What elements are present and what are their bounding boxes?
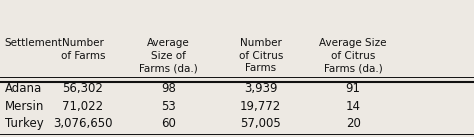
Text: 98: 98 bbox=[161, 82, 176, 95]
Text: Number
of Farms: Number of Farms bbox=[61, 38, 105, 61]
Text: 53: 53 bbox=[161, 100, 176, 113]
Text: 3,076,650: 3,076,650 bbox=[53, 118, 113, 130]
Text: 60: 60 bbox=[161, 118, 176, 130]
Text: Average Size
of Citrus
Farms (da.): Average Size of Citrus Farms (da.) bbox=[319, 38, 387, 73]
Text: 3,939: 3,939 bbox=[244, 82, 277, 95]
Text: Number
of Citrus
Farms: Number of Citrus Farms bbox=[238, 38, 283, 73]
Text: 71,022: 71,022 bbox=[63, 100, 103, 113]
Text: Turkey: Turkey bbox=[5, 118, 44, 130]
Text: 19,772: 19,772 bbox=[240, 100, 282, 113]
Text: Mersin: Mersin bbox=[5, 100, 44, 113]
Text: Average
Size of
Farms (da.): Average Size of Farms (da.) bbox=[139, 38, 198, 73]
Text: 14: 14 bbox=[346, 100, 361, 113]
Text: 20: 20 bbox=[346, 118, 361, 130]
Text: Settlement: Settlement bbox=[5, 38, 63, 48]
Text: 91: 91 bbox=[346, 82, 361, 95]
Text: 56,302: 56,302 bbox=[63, 82, 103, 95]
Text: 57,005: 57,005 bbox=[240, 118, 281, 130]
Text: Adana: Adana bbox=[5, 82, 42, 95]
